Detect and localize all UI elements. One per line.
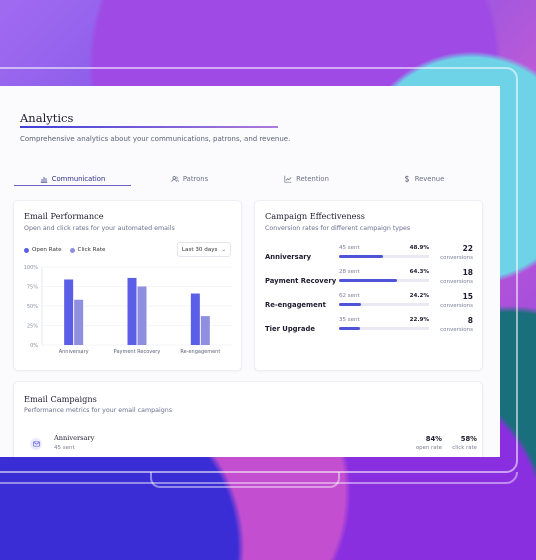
legend-open-rate: Open Rate xyxy=(24,247,62,253)
campaign-sent: 35 sent xyxy=(339,317,360,323)
bar-chart-icon xyxy=(40,176,47,183)
campaign-progress xyxy=(339,255,429,258)
tab-patrons[interactable]: Patrons xyxy=(131,172,248,186)
campaign-progress-fill xyxy=(339,303,361,306)
campaign-progress xyxy=(339,327,429,330)
laptop-notch xyxy=(150,472,340,488)
x-tick-label: Anniversary xyxy=(59,349,89,355)
email-performance-chart: 0% 25% 50% 75% 100% Anniversary Payment Recove… xyxy=(24,265,232,355)
card-title: Email Performance xyxy=(24,211,104,221)
campaign-progress-fill xyxy=(339,327,360,330)
click-rate-label: click rate xyxy=(452,445,477,451)
analytics-panel: Analytics Comprehensive analytics about … xyxy=(0,86,500,457)
campaign-progress-fill xyxy=(339,255,383,258)
click-rate-metric: 58% click rate xyxy=(437,435,477,451)
campaign-row: Tier Upgrade 35 sent 22.9% 8 conversions xyxy=(265,316,475,341)
users-icon xyxy=(171,176,179,182)
card-subtitle: Performance metrics for your email campa… xyxy=(24,407,172,414)
x-tick-label: Payment Recovery xyxy=(114,349,161,355)
campaign-progress xyxy=(339,279,429,282)
campaign-row: Re-engagement 62 sent 24.2% 15 conversio… xyxy=(265,292,475,317)
card-title: Campaign Effectiveness xyxy=(265,211,365,221)
campaign-rate: 48.9% xyxy=(409,245,429,251)
campaign-sent: 45 sent xyxy=(54,445,75,451)
chevron-down-icon: ⌄ xyxy=(221,246,227,253)
tab-bar: Communication Patrons Retention Revenue xyxy=(14,172,484,186)
legend-label: Open Rate xyxy=(32,247,62,253)
page-subtitle: Comprehensive analytics about your commu… xyxy=(20,135,291,143)
bar-click-rate xyxy=(200,316,210,345)
campaign-row: Payment Recovery 28 sent 64.3% 18 conver… xyxy=(265,268,475,293)
open-rate-label: open rate xyxy=(415,445,442,451)
tab-revenue[interactable]: Revenue xyxy=(365,172,482,186)
campaign-conversions: 22 xyxy=(462,244,473,253)
campaign-rate: 64.3% xyxy=(409,269,429,275)
tab-retention[interactable]: Retention xyxy=(248,172,365,186)
legend-click-rate: Click Rate xyxy=(69,247,106,253)
click-rate-value: 58% xyxy=(460,435,477,443)
bar-click-rate xyxy=(137,286,147,345)
campaign-name: Anniversary xyxy=(54,434,95,442)
campaign-conversions: 15 xyxy=(462,292,473,301)
y-tick-label: 0% xyxy=(30,343,38,349)
campaign-name: Anniversary xyxy=(265,253,312,261)
campaign-name: Re-engagement xyxy=(265,301,326,309)
card-subtitle: Conversion rates for different campaign … xyxy=(265,225,411,232)
conversions-label: conversions xyxy=(440,255,473,261)
email-performance-card: Email Performance Open and click rates f… xyxy=(13,200,242,371)
tab-label: Retention xyxy=(296,175,329,183)
conversions-label: conversions xyxy=(440,279,473,285)
campaign-effectiveness-card: Campaign Effectiveness Conversion rates … xyxy=(254,200,483,371)
conversions-label: conversions xyxy=(440,303,473,309)
tab-label: Communication xyxy=(51,174,106,183)
y-tick-label: 100% xyxy=(24,265,39,271)
line-chart-icon xyxy=(284,175,292,183)
campaign-sent: 28 sent xyxy=(339,269,360,275)
campaign-rate: 22.9% xyxy=(409,317,429,323)
campaign-row: Anniversary 45 sent 48.9% 22 conversions xyxy=(265,244,475,269)
card-title: Email Campaigns xyxy=(24,394,97,404)
chart-legend: Open Rate Click Rate xyxy=(24,247,105,253)
campaign-progress xyxy=(339,303,429,306)
y-tick-label: 25% xyxy=(27,324,38,330)
date-range-select[interactable]: Last 30 days ⌄ xyxy=(177,242,231,257)
campaign-conversions: 8 xyxy=(467,316,473,325)
open-rate-value: 84% xyxy=(425,435,442,443)
email-campaigns-card: Email Campaigns Performance metrics for … xyxy=(13,381,483,457)
campaign-conversions: 18 xyxy=(462,268,473,277)
conversions-label: conversions xyxy=(440,327,473,333)
campaign-sent: 62 sent xyxy=(339,293,360,299)
campaign-progress-fill xyxy=(339,279,397,282)
tab-label: Patrons xyxy=(182,175,209,183)
bar-open-rate xyxy=(127,277,137,345)
mail-icon xyxy=(30,438,42,450)
campaign-rate: 24.2% xyxy=(409,293,429,299)
dollar-icon xyxy=(404,175,409,183)
page-title: Analytics xyxy=(20,111,74,125)
campaign-name: Payment Recovery xyxy=(265,277,337,285)
bar-open-rate xyxy=(190,293,200,345)
legend-label: Click Rate xyxy=(77,247,106,253)
tab-communication[interactable]: Communication xyxy=(14,172,131,186)
bar-click-rate xyxy=(74,299,84,345)
title-underline xyxy=(20,126,278,128)
open-rate-metric: 84% open rate xyxy=(402,435,442,451)
campaign-list-item[interactable]: Anniversary 45 sent 84% open rate 58% cl… xyxy=(24,432,477,457)
card-subtitle: Open and click rates for your automated … xyxy=(24,225,175,232)
tab-label: Revenue xyxy=(414,175,445,183)
x-tick-label: Re-engagement xyxy=(180,349,220,355)
y-tick-label: 50% xyxy=(27,304,38,310)
y-tick-label: 75% xyxy=(27,285,38,291)
campaign-name: Tier Upgrade xyxy=(265,325,315,333)
bar-open-rate xyxy=(64,279,74,345)
campaign-sent: 45 sent xyxy=(339,245,360,251)
laptop-frame xyxy=(0,67,518,473)
date-range-value: Last 30 days xyxy=(181,246,218,253)
